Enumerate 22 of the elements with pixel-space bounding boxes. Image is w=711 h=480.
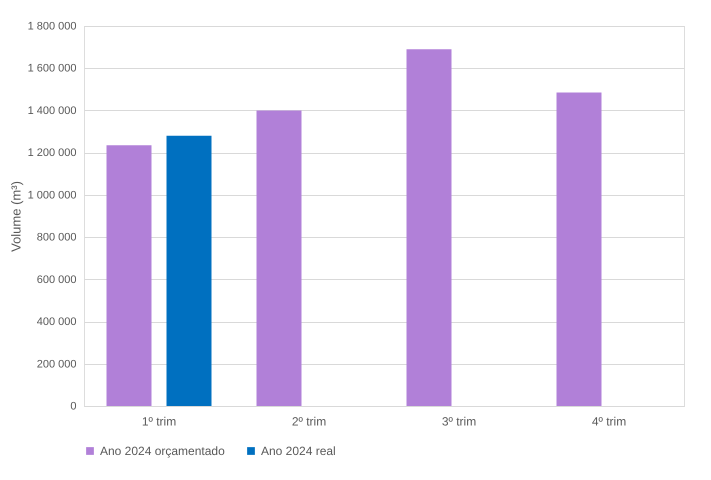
y-tick-label: 0 [70, 400, 76, 412]
bar [106, 145, 152, 406]
x-tick-label: 1º trim [142, 414, 176, 428]
y-tick-label: 1 000 000 [28, 189, 76, 202]
y-tick-label: 1 600 000 [28, 62, 76, 75]
bar [406, 49, 452, 406]
y-tick-label: 800 000 [36, 232, 76, 244]
y-tick-label: 1 200 000 [28, 147, 76, 160]
y-tick-label: 200 000 [36, 358, 76, 370]
y-tick-label: 1 800 000 [28, 20, 76, 32]
legend-label: Ano 2024 real [261, 444, 336, 458]
x-tick-label: 3º trim [442, 414, 476, 428]
y-tick-label: 1 400 000 [28, 104, 76, 117]
y-axis-title: Volume (m³) [8, 181, 24, 252]
bar [256, 110, 302, 406]
bar [556, 92, 602, 406]
y-tick-label: 400 000 [36, 316, 76, 328]
x-tick-label: 2º trim [292, 414, 326, 428]
legend-label: Ano 2024 orçamentado [100, 444, 226, 458]
x-tick-label: 4º trim [592, 414, 626, 428]
y-tick-label: 600 000 [36, 274, 76, 286]
bar [166, 136, 212, 406]
